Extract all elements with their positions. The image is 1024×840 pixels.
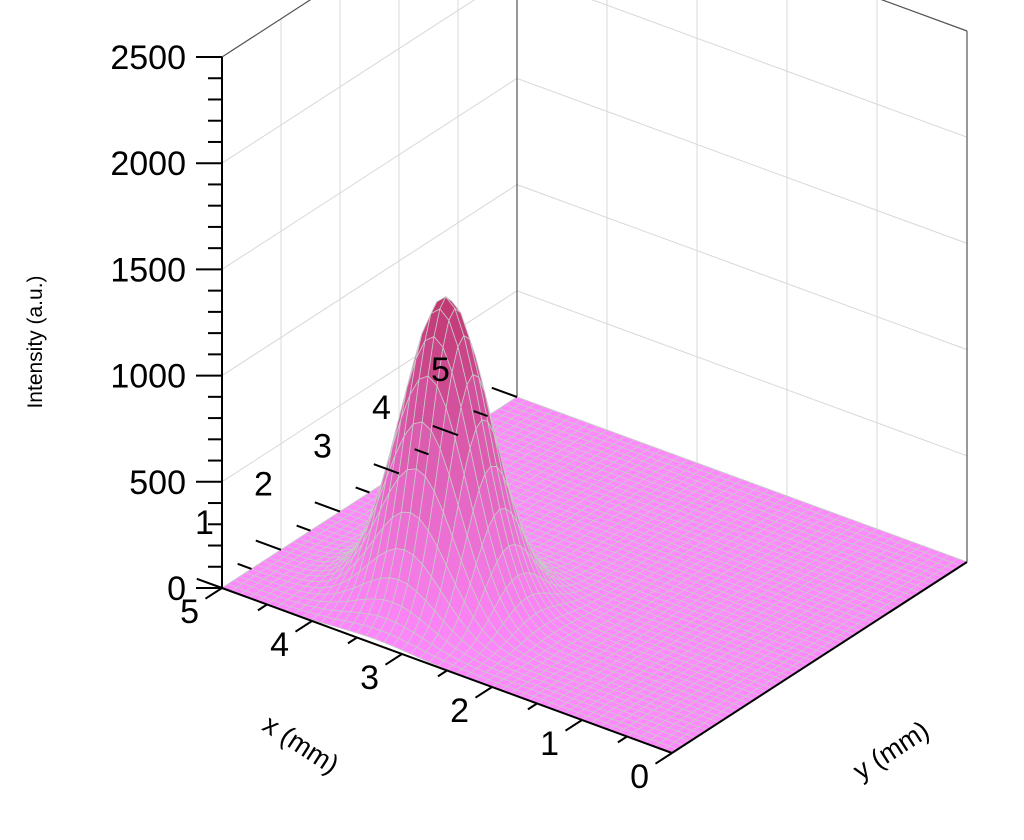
z-tick-label: 0 bbox=[167, 570, 186, 608]
x-axis-label: x (mm) bbox=[258, 709, 345, 780]
y-tick-label: 3 bbox=[360, 659, 379, 697]
x-minor-tick bbox=[237, 562, 252, 570]
x-major-tick bbox=[255, 539, 282, 551]
z-tick-label: 1000 bbox=[110, 358, 186, 396]
y-axis-label: y (mm) bbox=[848, 715, 935, 786]
y-tick-label: 0 bbox=[630, 758, 649, 796]
y-minor-tick bbox=[437, 669, 448, 678]
x-tick-label: 3 bbox=[313, 427, 332, 465]
x-minor-tick bbox=[296, 524, 311, 532]
y-major-tick bbox=[564, 719, 583, 732]
y-tick-label: 5 bbox=[180, 593, 199, 631]
z-axis-label: Intensity (a.u.) bbox=[24, 275, 47, 408]
x-tick-label: 1 bbox=[195, 504, 214, 542]
x-tick-label: 4 bbox=[372, 389, 391, 427]
y-minor-tick bbox=[257, 603, 268, 612]
y-minor-tick bbox=[617, 735, 628, 744]
x-minor-tick bbox=[414, 448, 429, 456]
z-tick-label: 2500 bbox=[110, 39, 186, 77]
x-major-tick bbox=[373, 463, 400, 475]
y-minor-tick bbox=[527, 702, 538, 711]
y-major-tick bbox=[204, 587, 223, 600]
y-minor-tick bbox=[347, 636, 358, 645]
x-minor-tick bbox=[355, 486, 370, 494]
intensity-surface bbox=[221, 295, 968, 754]
y-major-tick bbox=[654, 752, 673, 765]
y-axis-line bbox=[671, 561, 968, 754]
x-minor-tick bbox=[473, 410, 488, 418]
y-major-tick bbox=[474, 686, 493, 699]
x-tick-label: 5 bbox=[431, 351, 450, 389]
y-tick-label: 1 bbox=[540, 725, 559, 763]
x-major-tick bbox=[314, 501, 341, 513]
grid-line bbox=[221, 0, 968, 164]
y-major-tick bbox=[384, 653, 403, 666]
x-tick-label: 2 bbox=[254, 466, 273, 504]
y-tick-label: 4 bbox=[270, 626, 289, 664]
y-major-tick bbox=[294, 620, 313, 633]
grid-lines bbox=[221, 0, 968, 589]
y-tick-label: 2 bbox=[450, 692, 469, 730]
z-tick-label: 500 bbox=[129, 464, 186, 502]
z-tick-label: 2000 bbox=[110, 145, 186, 183]
x-major-tick bbox=[432, 425, 459, 437]
back-walls bbox=[222, 0, 967, 588]
z-tick-label: 1500 bbox=[110, 251, 186, 289]
x-major-tick bbox=[491, 386, 518, 398]
right-wall bbox=[517, 0, 967, 562]
axes bbox=[196, 56, 968, 765]
x-major-tick bbox=[196, 577, 223, 589]
